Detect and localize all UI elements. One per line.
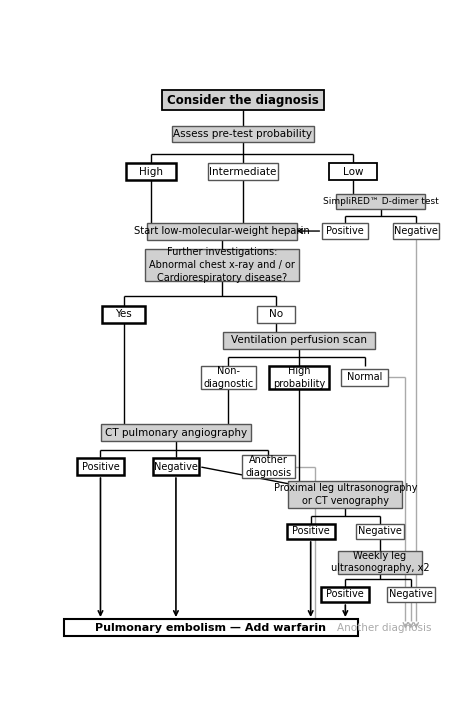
Text: Non-
diagnostic: Non- diagnostic — [203, 366, 254, 388]
Text: Negative: Negative — [394, 226, 438, 236]
Bar — [337, 194, 425, 209]
Text: Proximal leg ultrasonography
or CT venography: Proximal leg ultrasonography or CT venog… — [273, 483, 417, 505]
Text: Positive: Positive — [82, 462, 119, 472]
Text: SimpliRED™ D-dimer test: SimpliRED™ D-dimer test — [323, 197, 438, 206]
Bar — [162, 90, 324, 110]
Bar — [269, 366, 329, 389]
Bar — [172, 126, 314, 142]
Text: Start low-molecular-weight heparin: Start low-molecular-weight heparin — [134, 226, 310, 236]
Bar — [257, 306, 295, 323]
Bar — [147, 223, 297, 239]
Text: Another
diagnosis: Another diagnosis — [245, 455, 292, 478]
Text: Ventilation perfusion scan: Ventilation perfusion scan — [231, 335, 367, 345]
Bar — [288, 480, 402, 508]
Bar — [329, 163, 377, 180]
Text: Positive: Positive — [292, 526, 329, 536]
Text: Yes: Yes — [115, 309, 132, 319]
Text: CT pulmonary angiography: CT pulmonary angiography — [105, 428, 247, 438]
Bar — [322, 224, 368, 239]
Text: Negative: Negative — [389, 590, 433, 600]
Text: High
probability: High probability — [273, 366, 325, 388]
Bar — [341, 369, 389, 386]
Text: Negative: Negative — [358, 526, 402, 536]
Text: Consider the diagnosis: Consider the diagnosis — [167, 93, 319, 106]
Bar — [356, 523, 404, 539]
Bar — [102, 306, 145, 323]
Text: Negative: Negative — [154, 462, 198, 472]
Bar — [242, 455, 294, 478]
Text: Weekly leg
ultrasonography, x2: Weekly leg ultrasonography, x2 — [331, 551, 429, 573]
Bar — [337, 551, 422, 574]
Bar — [64, 619, 358, 636]
Text: Low: Low — [343, 167, 363, 177]
Text: High: High — [139, 167, 164, 177]
Bar — [77, 458, 124, 475]
Text: Another diagnosis: Another diagnosis — [337, 623, 431, 633]
Text: Pulmonary embolism — Add warfarin: Pulmonary embolism — Add warfarin — [95, 623, 326, 633]
Text: Normal: Normal — [347, 372, 382, 383]
Text: Assess pre-test probability: Assess pre-test probability — [173, 129, 312, 139]
Text: Further investigations:
Abnormal chest x-ray and / or
Cardiorespiratory disease?: Further investigations: Abnormal chest x… — [149, 247, 295, 283]
Bar — [223, 332, 375, 349]
Text: Positive: Positive — [327, 590, 364, 600]
Bar — [287, 523, 335, 539]
Bar — [208, 163, 278, 180]
Bar — [201, 366, 256, 389]
Bar — [145, 249, 299, 281]
Bar — [387, 587, 435, 603]
Bar — [393, 224, 439, 239]
Bar — [321, 587, 369, 603]
Bar — [153, 458, 199, 475]
Bar — [126, 163, 176, 180]
Text: No: No — [269, 309, 283, 319]
Text: Positive: Positive — [327, 226, 364, 236]
Bar — [101, 424, 251, 441]
Text: Intermediate: Intermediate — [209, 167, 277, 177]
